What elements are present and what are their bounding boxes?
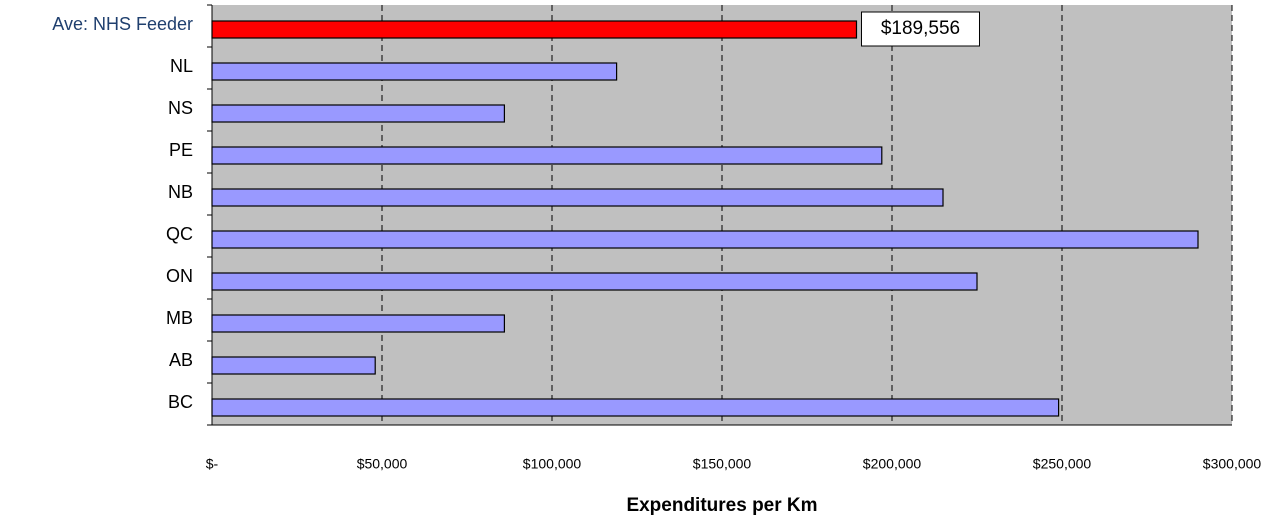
x-tick-label: $200,000 <box>863 456 922 472</box>
category-label: QC <box>166 224 193 244</box>
value-label: $189,556 <box>881 18 960 39</box>
bar <box>211 188 944 207</box>
category-label: NL <box>170 56 193 76</box>
value-label-box <box>860 11 980 47</box>
category-label: Ave: NHS Feeder <box>52 14 193 34</box>
category-label: AB <box>169 350 193 370</box>
bar <box>211 272 978 291</box>
category-label: BC <box>168 392 193 412</box>
bar <box>211 146 883 165</box>
x-tick-label: $150,000 <box>693 456 752 472</box>
bar <box>211 230 1199 249</box>
x-tick-label: $- <box>206 456 219 472</box>
bar <box>211 314 505 333</box>
bar <box>211 20 858 39</box>
bar <box>211 356 376 375</box>
bar <box>211 104 505 123</box>
x-tick-label: $250,000 <box>1033 456 1092 472</box>
category-label: NB <box>168 182 193 202</box>
bar <box>211 62 618 81</box>
x-tick-label: $100,000 <box>523 456 582 472</box>
category-label: PE <box>169 140 193 160</box>
bar <box>211 398 1060 417</box>
x-tick-label: $50,000 <box>357 456 408 472</box>
category-label: NS <box>168 98 193 118</box>
x-axis-label: Expenditures per Km <box>626 495 817 516</box>
category-label: ON <box>166 266 193 286</box>
x-tick-label: $300,000 <box>1203 456 1262 472</box>
category-label: MB <box>166 308 193 328</box>
